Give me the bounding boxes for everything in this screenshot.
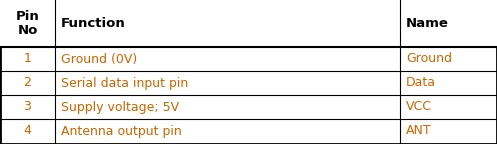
Text: VCC: VCC (406, 101, 432, 113)
Text: 1: 1 (23, 53, 31, 66)
Text: Antenna output pin: Antenna output pin (61, 125, 182, 138)
Text: 4: 4 (23, 125, 31, 138)
Text: Ground (0V): Ground (0V) (61, 53, 137, 66)
Text: 2: 2 (23, 76, 31, 90)
Text: Ground: Ground (406, 53, 452, 66)
Text: Pin
No: Pin No (15, 10, 39, 37)
Text: 3: 3 (23, 101, 31, 113)
Text: Name: Name (406, 17, 449, 30)
Text: Serial data input pin: Serial data input pin (61, 76, 188, 90)
Text: Data: Data (406, 76, 436, 90)
Text: Function: Function (61, 17, 126, 30)
Text: ANT: ANT (406, 125, 431, 138)
Text: Supply voltage; 5V: Supply voltage; 5V (61, 101, 179, 113)
Bar (0, 0, 497, 47)
